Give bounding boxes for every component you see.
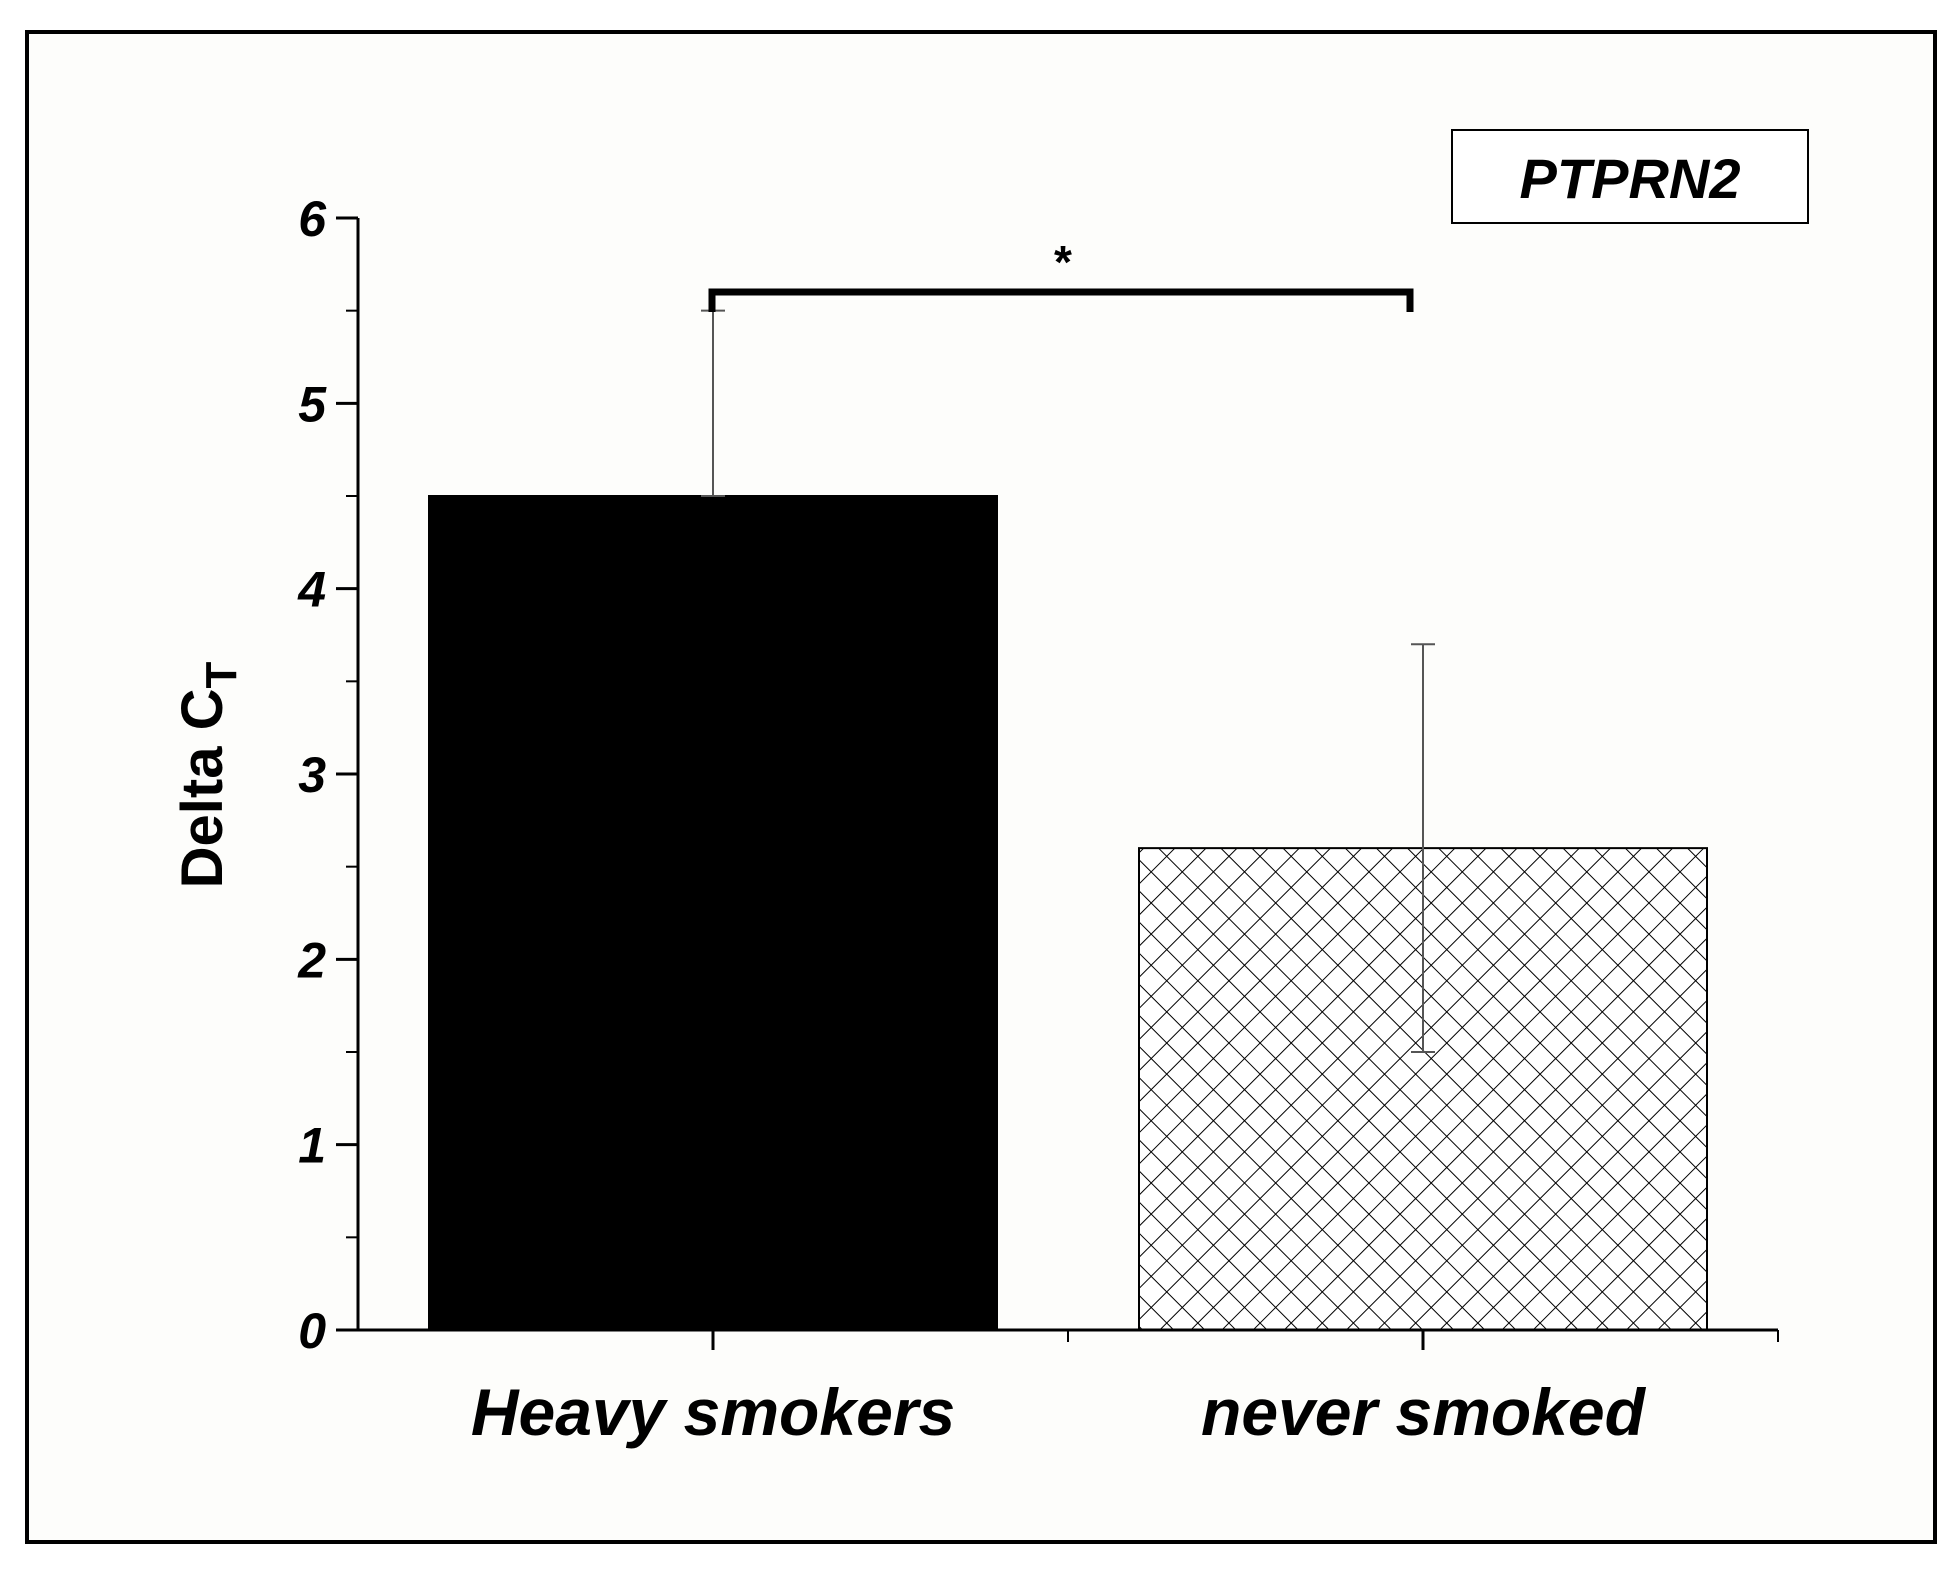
y-tick-label-3: 3: [298, 747, 326, 803]
x-tick-label-2: never smoked: [1201, 1375, 1647, 1449]
significance-marker: *: [1054, 236, 1072, 288]
y-tick-label-0: 0: [298, 1303, 326, 1359]
y-axis-label: Delta CT: [170, 662, 246, 889]
y-tick-label-4: 4: [297, 562, 326, 618]
significance-bracket: [708, 288, 1414, 312]
y-tick-label-5: 5: [298, 376, 327, 432]
error-bars-layer: [701, 309, 1435, 1053]
y-tick-label-1: 1: [298, 1118, 326, 1174]
x-ticks-layer: Heavy smokers never smoked: [471, 1330, 1779, 1449]
x-tick-label-1: Heavy smokers: [471, 1375, 955, 1449]
legend-box: [1451, 129, 1809, 224]
legend-label: PTPRN2: [1520, 147, 1741, 210]
y-ticks-layer: 0 1 2 3 4 5 6: [297, 191, 358, 1359]
y-tick-label-6: 6: [298, 191, 327, 247]
bar-1: [428, 495, 998, 1331]
y-tick-label-2: 2: [297, 932, 326, 988]
